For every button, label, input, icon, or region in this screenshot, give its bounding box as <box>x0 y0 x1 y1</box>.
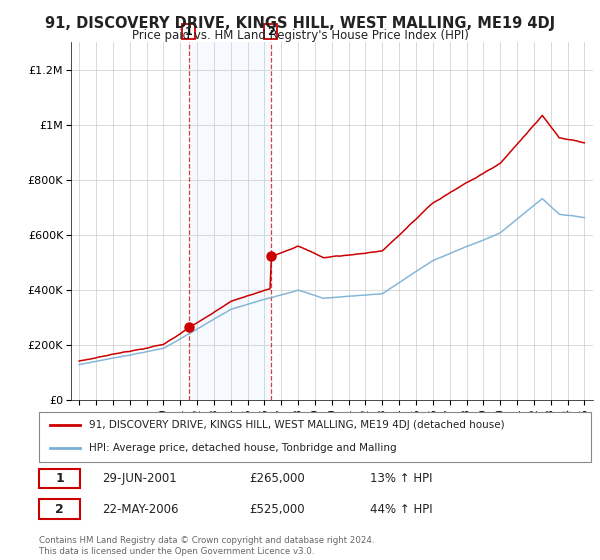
Text: Contains HM Land Registry data © Crown copyright and database right 2024.
This d: Contains HM Land Registry data © Crown c… <box>39 536 374 556</box>
Text: HPI: Average price, detached house, Tonbridge and Malling: HPI: Average price, detached house, Tonb… <box>89 444 397 454</box>
Text: 2: 2 <box>267 27 275 36</box>
Text: 44% ↑ HPI: 44% ↑ HPI <box>370 503 433 516</box>
Text: 1: 1 <box>55 472 64 485</box>
Text: 91, DISCOVERY DRIVE, KINGS HILL, WEST MALLING, ME19 4DJ (detached house): 91, DISCOVERY DRIVE, KINGS HILL, WEST MA… <box>89 420 505 430</box>
Text: 29-JUN-2001: 29-JUN-2001 <box>103 472 177 485</box>
Text: 22-MAY-2006: 22-MAY-2006 <box>103 503 179 516</box>
Text: £525,000: £525,000 <box>249 503 304 516</box>
Text: 91, DISCOVERY DRIVE, KINGS HILL, WEST MALLING, ME19 4DJ: 91, DISCOVERY DRIVE, KINGS HILL, WEST MA… <box>45 16 555 31</box>
Text: 2: 2 <box>55 503 64 516</box>
FancyBboxPatch shape <box>39 412 591 462</box>
FancyBboxPatch shape <box>39 500 80 519</box>
Text: Price paid vs. HM Land Registry's House Price Index (HPI): Price paid vs. HM Land Registry's House … <box>131 29 469 42</box>
Text: 1: 1 <box>185 27 193 36</box>
Text: 13% ↑ HPI: 13% ↑ HPI <box>370 472 433 485</box>
Text: £265,000: £265,000 <box>249 472 305 485</box>
FancyBboxPatch shape <box>39 469 80 488</box>
Bar <box>188 42 271 400</box>
